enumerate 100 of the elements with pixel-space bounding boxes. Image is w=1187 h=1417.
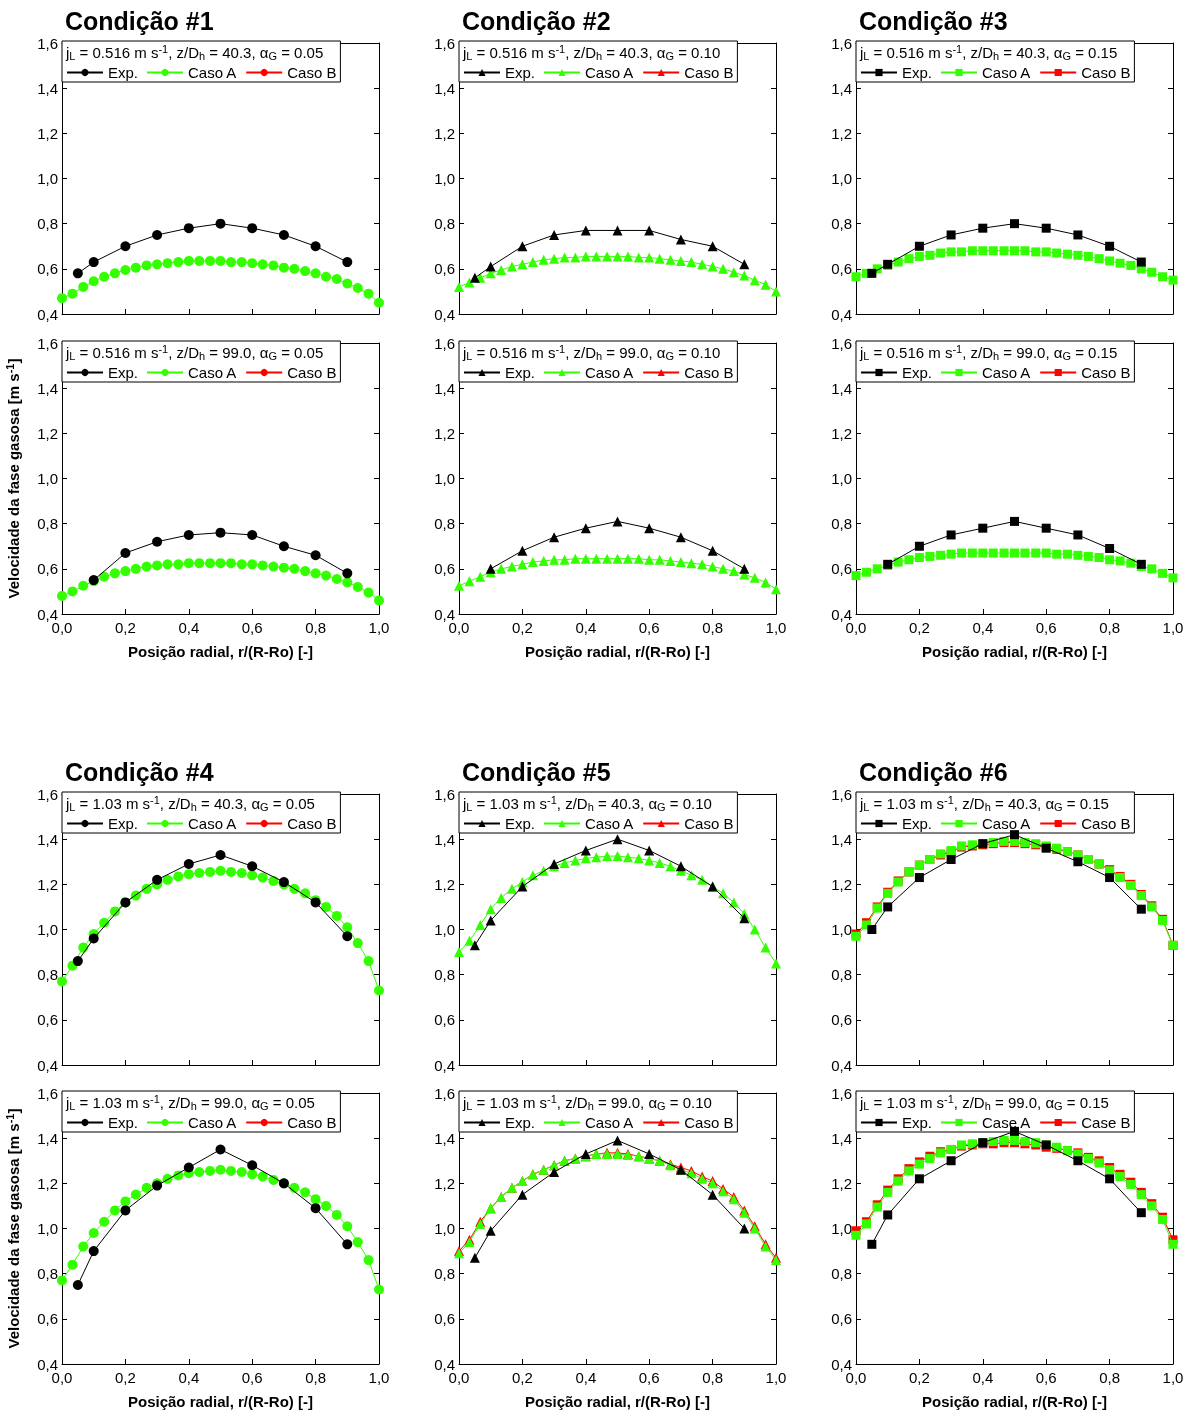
y-tick-label: 1,2 [831,1174,852,1192]
y-tick-label: 1,4 [434,379,455,397]
legend-label: Caso B [287,815,337,832]
y-tick-label: 1,0 [831,921,852,938]
y-tick-label: 1,2 [434,424,455,442]
y-tick-label: 1,4 [37,1129,58,1147]
legend-label: Case B [1081,1114,1131,1131]
y-tick-label: 0,6 [37,260,58,278]
legend-label: Exp. [902,1114,933,1131]
x-tick-label: 0,2 [908,1369,930,1386]
y-tick-label: 1,6 [434,34,455,52]
y-tick-label: 0,8 [37,215,58,233]
x-tick-label: 0,8 [1099,1369,1121,1386]
y-tick-label: 0,6 [831,560,852,578]
y-tick-label: 0,8 [37,515,58,533]
y-tick-label: 0,6 [37,1011,58,1029]
y-tick-label: 0,4 [37,1056,58,1074]
legend-label: Caso A [982,815,1031,832]
x-tick-label: 0,8 [702,619,724,636]
x-tick-label: 0,6 [1035,1369,1057,1386]
y-tick-label: 1,0 [831,1220,852,1237]
y-axis-title: Velocidade da fase gasosa [m s-1] [3,1108,22,1349]
legend-label: Exp. [902,815,933,832]
x-tick-label: 0,8 [305,1369,327,1386]
x-tick-label: 1,0 [1162,1369,1184,1386]
legend-label: Caso A [188,1114,237,1131]
x-tick-label: 0,2 [908,619,930,636]
y-tick-label: 0,6 [434,1310,455,1328]
x-tick-label: 1,0 [765,1369,787,1386]
legend-label: Caso A [188,364,237,381]
y-tick-label: 1,0 [37,170,58,187]
y-tick-label: 1,2 [37,875,58,893]
legend-label: Caso A [982,64,1031,81]
y-tick-label: 1,6 [37,1084,58,1102]
y-tick-label: 1,2 [831,875,852,893]
y-tick-label: 1,0 [37,921,58,938]
y-tick-label: 0,8 [434,215,455,233]
x-tick-label: 0,6 [638,1369,660,1386]
legend-label: Exp. [505,64,536,81]
chart-title: Condição #2 [462,6,611,35]
legend-label: Exp. [505,364,536,381]
chart-title: Condição #1 [65,6,214,35]
legend-label: Caso A [585,815,634,832]
y-tick-label: 0,6 [831,260,852,278]
y-tick-label: 0,8 [434,1265,455,1283]
y-tick-label: 0,8 [37,966,58,984]
legend-label: Caso B [1081,364,1131,381]
y-tick-label: 0,8 [831,1265,852,1283]
x-tick-label: 1,0 [368,619,390,636]
legend-label: Caso B [287,364,337,381]
y-tick-label: 1,4 [831,379,852,397]
legend-label: Exp. [505,815,536,832]
legend-label: Caso A [982,364,1031,381]
y-tick-label: 1,2 [434,875,455,893]
legend-label: Caso A [188,64,237,81]
x-axis-title: Posição radial, r/(R-Ro) [-] [524,643,711,660]
legend-label: Exp. [108,364,139,381]
y-tick-label: 1,2 [37,424,58,442]
y-tick-label: 0,4 [434,1056,455,1074]
legend-label: Exp. [108,815,139,832]
legend-label: Caso B [1081,64,1131,81]
y-tick-label: 0,6 [37,1310,58,1328]
y-tick-label: 0,8 [434,515,455,533]
x-tick-label: 0,6 [1035,619,1057,636]
legend-label: Exp. [108,64,139,81]
chart-title: Condição #6 [859,757,1008,786]
legend-label: Caso B [287,1114,337,1131]
y-tick-label: 1,4 [37,79,58,97]
x-tick-label: 0,2 [114,1369,136,1386]
legend-label: Exp. [108,1114,139,1131]
legend-label: Exp. [902,64,933,81]
x-tick-label: 1,0 [765,619,787,636]
x-tick-label: 0,4 [575,1369,597,1386]
y-tick-label: 0,8 [831,215,852,233]
x-tick-label: 0,8 [702,1369,724,1386]
y-tick-label: 0,6 [434,1011,455,1029]
y-tick-label: 1,6 [831,34,852,52]
x-tick-label: 0,2 [511,1369,533,1386]
y-tick-label: 0,8 [831,515,852,533]
y-tick-label: 1,4 [434,79,455,97]
x-tick-label: 0,8 [305,619,327,636]
chart-title: Condição #4 [65,757,214,786]
legend-label: Caso B [684,64,734,81]
x-tick-label: 0,4 [972,1369,994,1386]
legend-label: Caso B [684,815,734,832]
y-tick-label: 1,2 [37,124,58,142]
y-tick-label: 0,8 [434,966,455,984]
y-tick-label: 0,4 [831,1056,852,1074]
y-tick-label: 1,0 [831,470,852,487]
y-tick-label: 1,2 [831,424,852,442]
legend-label: Caso A [585,1114,634,1131]
x-tick-label: 1,0 [1162,619,1184,636]
x-tick-label: 1,0 [368,1369,390,1386]
y-tick-label: 1,4 [831,830,852,848]
y-tick-label: 1,0 [37,470,58,487]
y-tick-label: 0,6 [831,1310,852,1328]
y-tick-label: 1,4 [434,1129,455,1147]
y-tick-label: 1,0 [434,1220,455,1237]
x-tick-label: 0,6 [241,619,263,636]
y-tick-label: 1,0 [434,470,455,487]
